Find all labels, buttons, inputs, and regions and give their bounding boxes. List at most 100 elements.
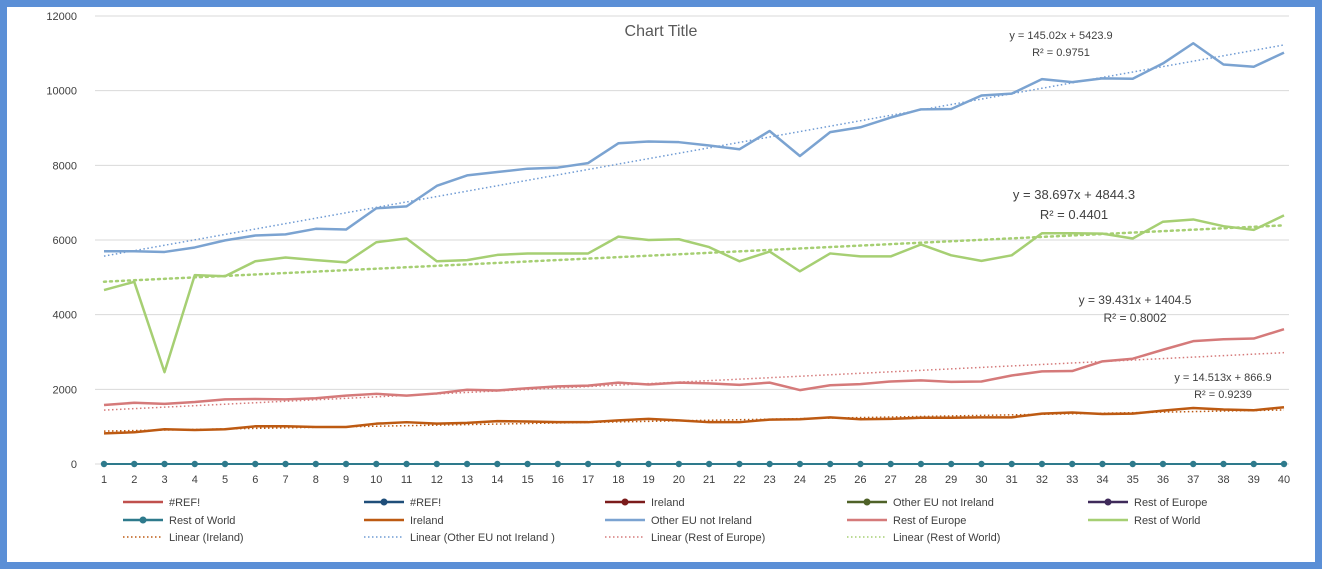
x-tick-label: 16 — [552, 474, 564, 486]
data-point — [1159, 460, 1167, 468]
x-tick-label: 32 — [1036, 474, 1048, 486]
legend-marker — [380, 498, 388, 506]
data-point — [252, 460, 259, 468]
data-point — [161, 460, 168, 468]
data-point — [191, 460, 198, 468]
x-tick-label: 33 — [1066, 474, 1078, 486]
data-point — [1099, 460, 1106, 468]
y-tick-label: 6000 — [53, 235, 77, 247]
series-lines — [100, 42, 1288, 468]
data-point — [766, 460, 773, 468]
x-tick-label: 21 — [703, 474, 715, 486]
x-tick-label: 29 — [945, 474, 957, 486]
legend-marker — [139, 516, 147, 524]
data-point — [857, 460, 864, 468]
data-point — [1129, 460, 1136, 468]
x-tick-label: 3 — [161, 474, 167, 486]
x-tick-label: 1 — [101, 474, 107, 486]
y-tick-label: 8000 — [53, 160, 77, 172]
chart-frame: 0 2000 4000 6000 8000 10000 12000 1 2 3 4 5 6 7 8 9 10 11… — [7, 7, 1315, 562]
legend-label: Linear (Other EU not Ireland ) — [410, 532, 555, 544]
data-point — [373, 460, 380, 468]
gridlines — [95, 15, 1289, 465]
x-tick-label: 13 — [461, 474, 473, 486]
legend-label: Rest of Europe — [893, 515, 966, 527]
data-point — [463, 460, 471, 468]
data-point — [917, 460, 925, 468]
data-point — [524, 460, 531, 468]
chart-title: Chart Title — [625, 23, 698, 40]
trendline-equations: y = 145.02x + 5423.9 R² = 0.9751 y = 38.69… — [1009, 30, 1271, 401]
x-tick-label: 19 — [642, 474, 654, 486]
x-tick-label: 11 — [401, 474, 412, 486]
data-point — [736, 460, 743, 468]
data-point — [221, 460, 229, 468]
legend-label: Linear (Ireland) — [169, 532, 244, 544]
x-tick-label: 14 — [491, 474, 503, 486]
data-point — [100, 460, 108, 468]
data-point — [1190, 460, 1197, 468]
trendline-equation: y = 145.02x + 5423.9 — [1009, 30, 1112, 42]
trendline-equation: y = 14.513x + 866.9 — [1174, 372, 1271, 384]
series-line — [104, 42, 1285, 254]
trendline — [103, 351, 1285, 411]
trendline-r-squared: R² = 0.9239 — [1194, 389, 1252, 401]
data-point — [615, 460, 622, 468]
x-tick-label: 24 — [794, 474, 806, 486]
data-point — [1250, 460, 1257, 468]
y-tick-label: 12000 — [46, 11, 77, 23]
trendline-equation: y = 38.697x + 4844.3 — [1013, 187, 1135, 202]
legend-label: Other EU not Ireland — [893, 497, 994, 509]
data-point — [1069, 460, 1076, 468]
legend-label: #REF! — [169, 497, 200, 509]
trendlines — [102, 44, 1286, 432]
x-tick-label: 37 — [1187, 474, 1199, 486]
legend-label: Rest of Europe — [1134, 497, 1207, 509]
data-point — [796, 460, 804, 468]
x-tick-label: 39 — [1248, 474, 1260, 486]
legend-marker — [1104, 498, 1112, 506]
data-point — [342, 460, 350, 468]
trendline-r-squared: R² = 0.8002 — [1103, 311, 1166, 325]
trendline — [102, 224, 1286, 283]
series-line — [103, 406, 1285, 435]
data-point — [403, 460, 410, 468]
x-tick-label: 8 — [313, 474, 319, 486]
x-tick-label: 18 — [612, 474, 624, 486]
data-point — [705, 460, 713, 468]
data-point — [584, 460, 592, 468]
series-line — [103, 214, 1285, 374]
x-tick-label: 22 — [733, 474, 745, 486]
x-tick-label: 20 — [673, 474, 685, 486]
x-tick-label: 35 — [1127, 474, 1139, 486]
x-tick-label: 26 — [854, 474, 866, 486]
legend-label: Linear (Rest of World) — [893, 532, 1000, 544]
x-tick-label: 7 — [282, 474, 288, 486]
y-tick-label: 0 — [71, 459, 77, 471]
x-tick-label: 5 — [222, 474, 228, 486]
data-point — [312, 460, 319, 468]
x-tick-label: 25 — [824, 474, 836, 486]
x-tick-label: 12 — [431, 474, 443, 486]
x-tick-label: 38 — [1217, 474, 1229, 486]
y-tick-label: 4000 — [53, 310, 77, 322]
x-tick-label: 2 — [131, 474, 137, 486]
x-tick-label: 23 — [764, 474, 776, 486]
trendline — [103, 44, 1285, 257]
legend: #REF! #REF! Ireland Other EU not Ireland Res… — [123, 497, 1207, 544]
data-point — [978, 460, 985, 468]
data-point — [282, 460, 289, 468]
data-point — [947, 460, 955, 468]
x-tick-label: 36 — [1157, 474, 1169, 486]
legend-marker — [621, 498, 629, 506]
legend-label: Rest of World — [169, 515, 235, 527]
data-point — [645, 460, 652, 468]
legend-label: Other EU not Ireland — [651, 515, 752, 527]
data-point — [1008, 460, 1015, 468]
data-point — [1280, 460, 1288, 468]
x-tick-label: 28 — [915, 474, 927, 486]
legend-marker — [863, 498, 871, 506]
y-tick-label: 10000 — [46, 86, 77, 98]
